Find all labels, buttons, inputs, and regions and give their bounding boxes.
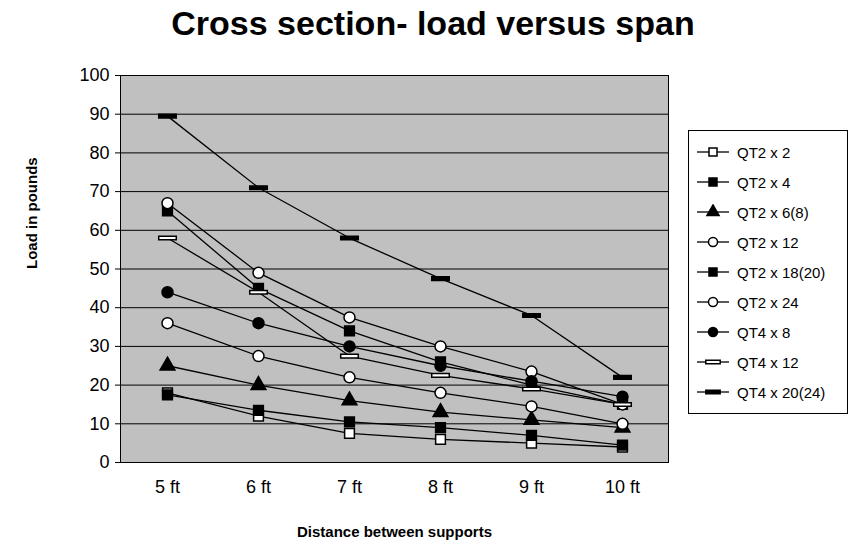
svg-text:10: 10 xyxy=(89,414,109,434)
svg-text:5 ft: 5 ft xyxy=(155,477,180,497)
svg-text:50: 50 xyxy=(89,259,109,279)
svg-text:6 ft: 6 ft xyxy=(246,477,271,497)
html-text:QT2 x 6(8): QT2 x 6(8) xyxy=(737,203,809,221)
svg-text:60: 60 xyxy=(89,220,109,240)
html-text:QT2 x 18(20): QT2 x 18(20) xyxy=(737,263,826,281)
html-text:QT2 x 24: QT2 x 24 xyxy=(737,293,799,311)
svg-text:9 ft: 9 ft xyxy=(519,477,544,497)
svg-text:90: 90 xyxy=(89,104,109,124)
html-text:QT2 x 4: QT2 x 4 xyxy=(737,173,791,191)
svg-text:80: 80 xyxy=(89,143,109,163)
svg-text:7 ft: 7 ft xyxy=(337,477,362,497)
svg-text:100: 100 xyxy=(79,65,109,85)
svg-text:10 ft: 10 ft xyxy=(605,477,640,497)
svg-text:70: 70 xyxy=(89,181,109,201)
svg-text:30: 30 xyxy=(89,336,109,356)
svg-text:8 ft: 8 ft xyxy=(428,477,453,497)
svg-text:Load in pounds: Load in pounds xyxy=(23,157,40,269)
svg-text:0: 0 xyxy=(99,452,109,472)
html-text:QT4 x 12: QT4 x 12 xyxy=(737,353,799,371)
html-text:Cross section- load versus spa: Cross section- load versus span xyxy=(171,4,695,42)
svg-text:40: 40 xyxy=(89,297,109,317)
html-text:QT2 x 2: QT2 x 2 xyxy=(737,143,791,161)
html-text:QT4 x 8: QT4 x 8 xyxy=(737,323,791,341)
svg-text:20: 20 xyxy=(89,375,109,395)
html-text:QT4 x 20(24): QT4 x 20(24) xyxy=(737,383,826,401)
svg-text:Distance between supports: Distance between supports xyxy=(297,523,492,540)
html-text:QT2 x 12: QT2 x 12 xyxy=(737,233,799,251)
